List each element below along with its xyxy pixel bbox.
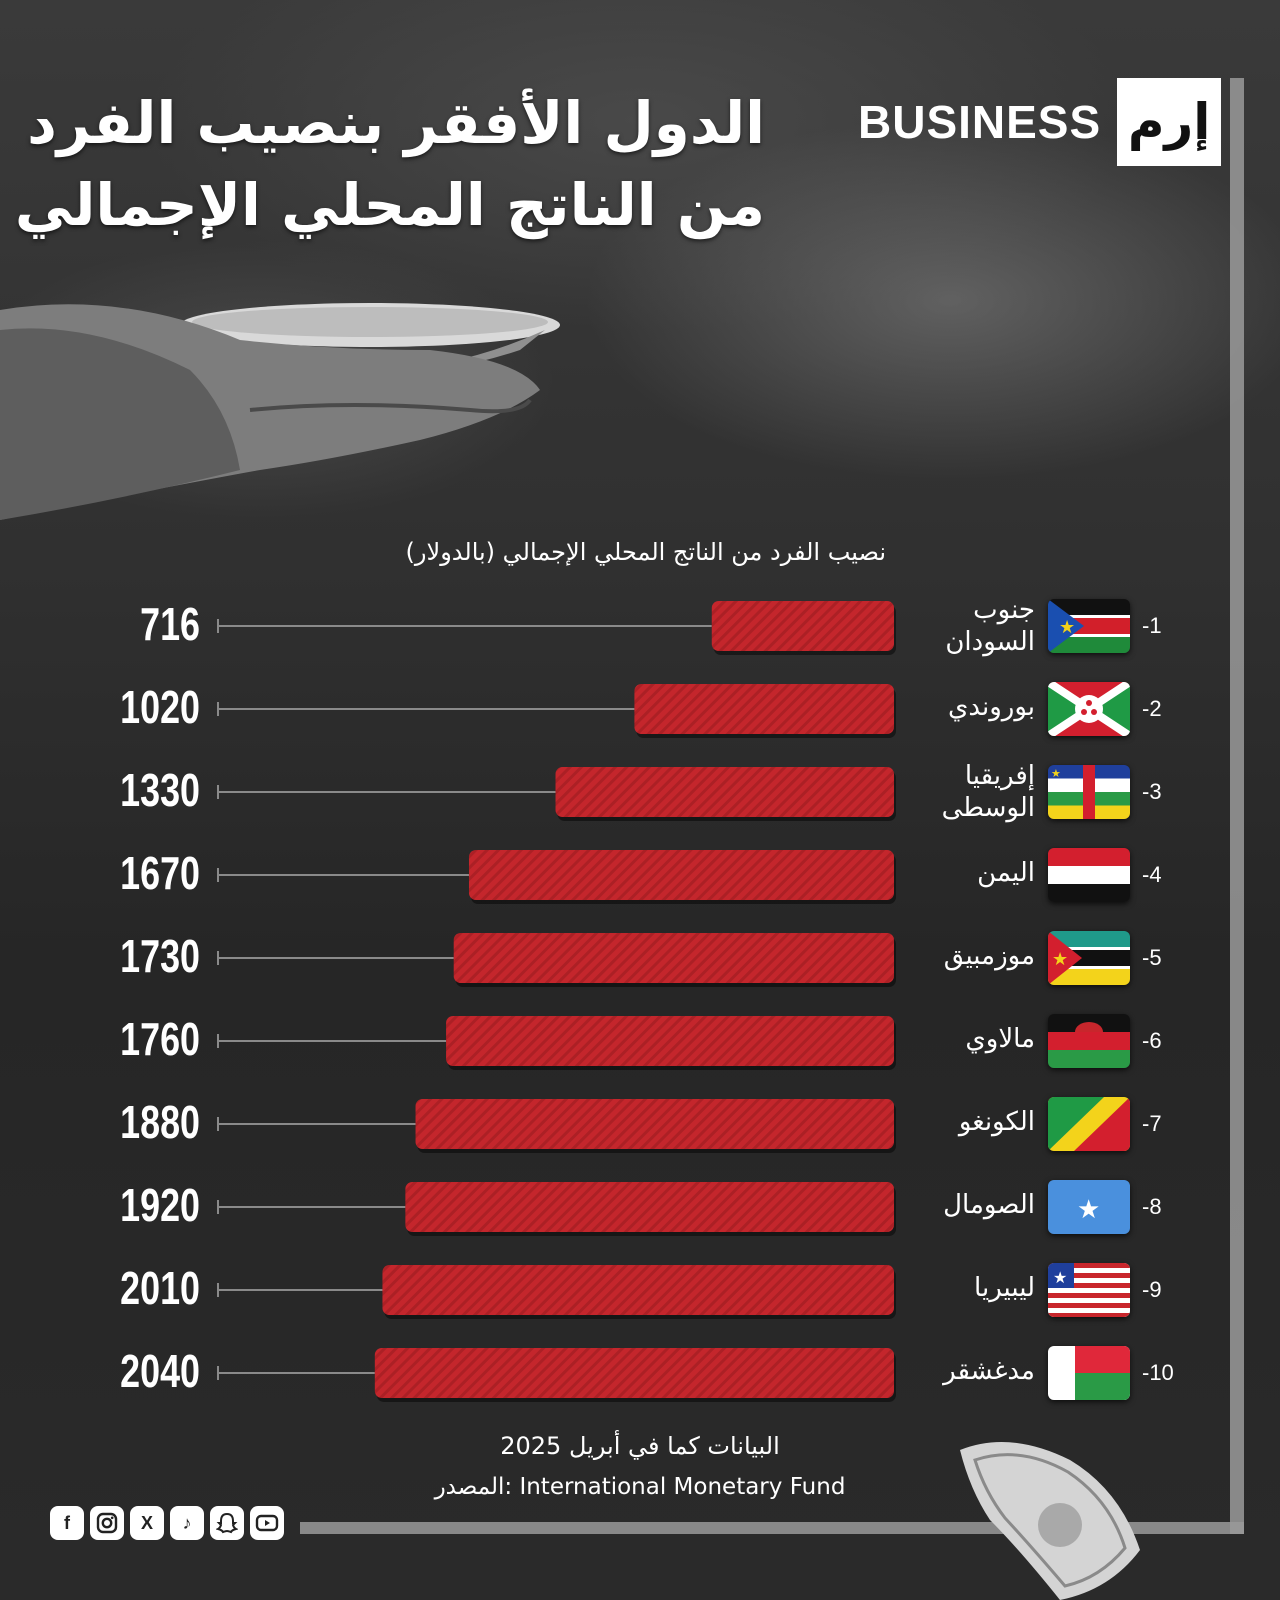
value-label: 2010 <box>120 1262 200 1314</box>
somalia-flag-icon: ★ <box>1048 1180 1130 1234</box>
rank-label: -9 <box>1142 1277 1162 1302</box>
burundi-flag-icon <box>1048 682 1130 736</box>
bar <box>555 767 894 817</box>
bar <box>453 933 894 983</box>
bar <box>711 601 894 651</box>
rank-label: -3 <box>1142 779 1162 804</box>
value-label: 1760 <box>120 1013 200 1065</box>
facebook-icon[interactable]: f <box>50 1506 84 1540</box>
banknote-illustration <box>960 1442 1140 1600</box>
rank-label: -6 <box>1142 1028 1162 1053</box>
chart-ylabel: نصيب الفرد من الناتج المحلي الإجمالي (با… <box>405 538 886 566</box>
value-label: 1020 <box>120 681 200 733</box>
category-label: الصومال <box>943 1190 1035 1220</box>
data-date-note: البيانات كما في أبريل 2025 <box>500 1432 780 1460</box>
social-links: f X ♪ <box>50 1506 284 1540</box>
source-note: المصدر: International Monetary Fund <box>434 1474 846 1500</box>
category-label: إفريقيا الوسطى <box>941 761 1035 823</box>
category-label: موزمبيق <box>943 941 1035 971</box>
instagram-icon[interactable] <box>90 1506 124 1540</box>
page-title: الدول الأفقر بنصيب الفرد من الناتج المحل… <box>14 82 765 246</box>
bowl-hands-illustration <box>0 303 560 520</box>
bar <box>405 1182 894 1232</box>
svg-text:★: ★ <box>1077 1195 1100 1225</box>
rank-label: -4 <box>1142 862 1162 887</box>
south-sudan-flag-icon: ★ <box>1048 599 1130 653</box>
bar <box>382 1265 894 1315</box>
value-label: 2040 <box>120 1345 200 1397</box>
tiktok-icon[interactable]: ♪ <box>170 1506 204 1540</box>
title-line-2: من الناتج المحلي الإجمالي <box>14 171 765 239</box>
category-label: جنوب السودان <box>945 595 1035 657</box>
bar <box>634 684 894 734</box>
svg-text:★: ★ <box>1051 767 1061 780</box>
liberia-flag-icon: ★ <box>1048 1263 1130 1317</box>
frame-right <box>1230 78 1244 1534</box>
value-label: 716 <box>140 598 200 650</box>
malawi-flag-icon <box>1048 1014 1130 1068</box>
snapchat-icon[interactable] <box>210 1506 244 1540</box>
category-label: مدغشقر <box>943 1356 1035 1386</box>
rank-label: -1 <box>1142 613 1162 638</box>
svg-text:★: ★ <box>1059 617 1075 638</box>
bar <box>468 850 894 900</box>
madagascar-flag-icon <box>1048 1346 1130 1400</box>
category-label: بوروندي <box>947 692 1035 722</box>
rank-label: -8 <box>1142 1194 1162 1219</box>
value-label: 1730 <box>120 930 200 982</box>
rank-label: -7 <box>1142 1111 1162 1136</box>
mozambique-flag-icon: ★ <box>1048 931 1130 985</box>
brand-word: BUSINESS <box>858 96 1102 148</box>
category-label: مالاوي <box>965 1024 1035 1054</box>
value-label: 1880 <box>120 1096 200 1148</box>
youtube-icon[interactable] <box>250 1506 284 1540</box>
category-label: الكونغو <box>958 1107 1035 1137</box>
title-line-1: الدول الأفقر بنصيب الفرد <box>27 89 765 157</box>
value-label: 1670 <box>120 847 200 899</box>
rank-label: -10 <box>1142 1360 1174 1385</box>
x-icon[interactable]: X <box>130 1506 164 1540</box>
category-label: اليمن <box>977 858 1035 888</box>
rank-label: -5 <box>1142 945 1162 970</box>
svg-text:★: ★ <box>1052 949 1068 970</box>
value-label: 1920 <box>120 1179 200 1231</box>
value-label: 1330 <box>120 764 200 816</box>
svg-text:★: ★ <box>1053 1268 1067 1287</box>
category-label: ليبيريا <box>974 1273 1035 1303</box>
yemen-flag-icon <box>1048 848 1130 902</box>
bar <box>374 1348 894 1398</box>
brand-logo-mark: إرم <box>1117 78 1222 166</box>
brand-logo: BUSINESS إرم <box>858 78 1222 166</box>
central-african-republic-flag-icon: ★ <box>1048 765 1130 819</box>
bar <box>446 1016 894 1066</box>
rank-label: -2 <box>1142 696 1162 721</box>
bar <box>415 1099 894 1149</box>
congo-flag-icon <box>1048 1097 1130 1151</box>
